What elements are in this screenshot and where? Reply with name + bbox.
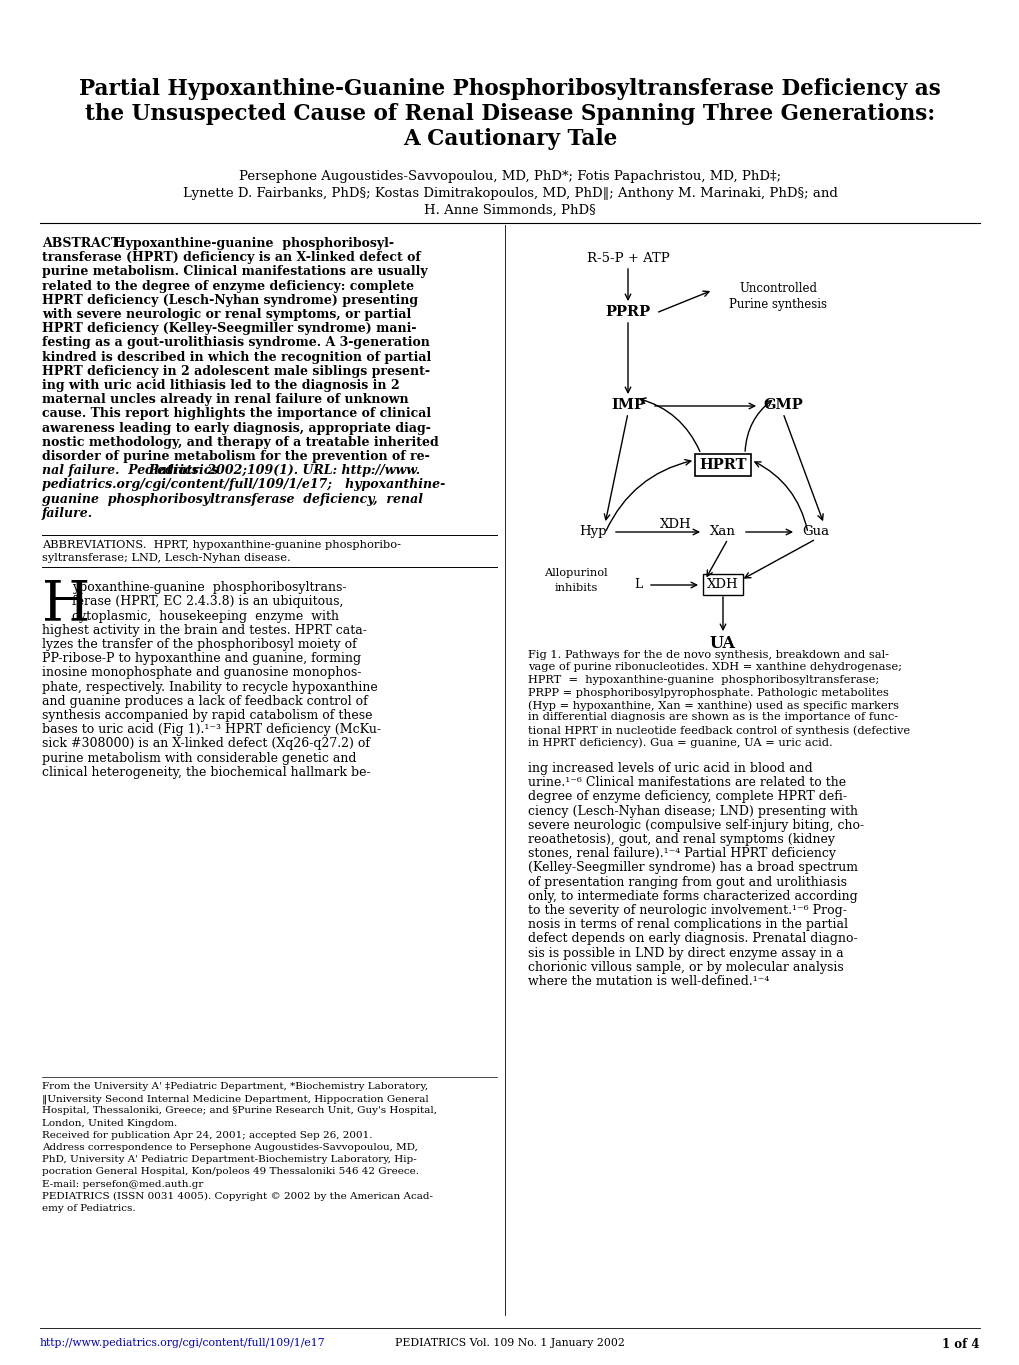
Text: Xan: Xan bbox=[709, 526, 736, 538]
Text: (Kelley-Seegmiller syndrome) has a broad spectrum: (Kelley-Seegmiller syndrome) has a broad… bbox=[528, 861, 857, 875]
Text: Hospital, Thessaloniki, Greece; and §Purine Research Unit, Guy's Hospital,: Hospital, Thessaloniki, Greece; and §Pur… bbox=[42, 1107, 436, 1115]
Text: H: H bbox=[42, 577, 91, 632]
Text: and guanine produces a lack of feedback control of: and guanine produces a lack of feedback … bbox=[42, 695, 368, 708]
Text: Fig 1. Pathways for the de novo synthesis, breakdown and sal-: Fig 1. Pathways for the de novo synthesi… bbox=[528, 650, 889, 661]
Text: ABSTRACT.: ABSTRACT. bbox=[42, 238, 122, 250]
Text: pediatrics.org/cgi/content/full/109/1/e17;   hypoxanthine-: pediatrics.org/cgi/content/full/109/1/e1… bbox=[42, 478, 445, 491]
Text: tional HPRT in nucleotide feedback control of synthesis (defective: tional HPRT in nucleotide feedback contr… bbox=[528, 725, 909, 736]
Text: H. Anne Simmonds, PhD§: H. Anne Simmonds, PhD§ bbox=[424, 203, 595, 217]
Text: ypoxanthine-guanine  phosphoribosyltrans-: ypoxanthine-guanine phosphoribosyltrans- bbox=[72, 581, 346, 594]
Text: emy of Pediatrics.: emy of Pediatrics. bbox=[42, 1204, 136, 1213]
Text: GMP: GMP bbox=[762, 399, 802, 412]
Text: (Hyp = hypoxanthine, Xan = xanthine) used as specific markers: (Hyp = hypoxanthine, Xan = xanthine) use… bbox=[528, 700, 898, 711]
Text: Hypoxanthine-guanine  phosphoribosyl-: Hypoxanthine-guanine phosphoribosyl- bbox=[105, 238, 393, 250]
Text: PEDIATRICS (ISSN 0031 4005). Copyright © 2002 by the American Acad-: PEDIATRICS (ISSN 0031 4005). Copyright ©… bbox=[42, 1192, 433, 1201]
Text: in HPRT deficiency). Gua = guanine, UA = uric acid.: in HPRT deficiency). Gua = guanine, UA =… bbox=[528, 737, 832, 748]
Text: disorder of purine metabolism for the prevention of re-: disorder of purine metabolism for the pr… bbox=[42, 450, 429, 463]
Text: ing increased levels of uric acid in blood and: ing increased levels of uric acid in blo… bbox=[528, 762, 812, 775]
Text: of presentation ranging from gout and urolithiasis: of presentation ranging from gout and ur… bbox=[528, 875, 846, 889]
Text: phate, respectively. Inability to recycle hypoxanthine: phate, respectively. Inability to recycl… bbox=[42, 681, 377, 693]
Text: UA: UA bbox=[709, 635, 736, 652]
Text: ciency (Lesch-Nyhan disease; LND) presenting with: ciency (Lesch-Nyhan disease; LND) presen… bbox=[528, 804, 857, 818]
Text: IMP: IMP bbox=[610, 399, 644, 412]
Text: XDH: XDH bbox=[659, 517, 691, 531]
Text: kindred is described in which the recognition of partial: kindred is described in which the recogn… bbox=[42, 351, 431, 363]
Text: A Cautionary Tale: A Cautionary Tale bbox=[403, 128, 616, 150]
Text: purine metabolism. Clinical manifestations are usually: purine metabolism. Clinical manifestatio… bbox=[42, 265, 427, 278]
Text: transferase (HPRT) deficiency is an X-linked defect of: transferase (HPRT) deficiency is an X-li… bbox=[42, 251, 421, 265]
Text: Allopurinol: Allopurinol bbox=[544, 568, 607, 577]
Text: vage of purine ribonucleotides. XDH = xanthine dehydrogenase;: vage of purine ribonucleotides. XDH = xa… bbox=[528, 662, 901, 673]
Text: to the severity of neurologic involvement.¹⁻⁶ Prog-: to the severity of neurologic involvemen… bbox=[528, 904, 846, 917]
Text: synthesis accompanied by rapid catabolism of these: synthesis accompanied by rapid catabolis… bbox=[42, 708, 372, 722]
Text: Uncontrolled: Uncontrolled bbox=[739, 283, 816, 295]
Text: PPRP: PPRP bbox=[605, 304, 650, 319]
Text: nal failure.  Pediatrics  2002;109(1). URL: http://www.: nal failure. Pediatrics 2002;109(1). URL… bbox=[42, 464, 420, 478]
Text: syltransferase; LND, Lesch-Nyhan disease.: syltransferase; LND, Lesch-Nyhan disease… bbox=[42, 553, 290, 564]
Text: nosis in terms of renal complications in the partial: nosis in terms of renal complications in… bbox=[528, 919, 847, 931]
Text: http://www.pediatrics.org/cgi/content/full/109/1/e17: http://www.pediatrics.org/cgi/content/fu… bbox=[40, 1338, 325, 1349]
Text: Hyp: Hyp bbox=[579, 526, 606, 538]
Text: HPRT deficiency (Kelley-Seegmiller syndrome) mani-: HPRT deficiency (Kelley-Seegmiller syndr… bbox=[42, 322, 416, 336]
Text: lyzes the transfer of the phosphoribosyl moiety of: lyzes the transfer of the phosphoribosyl… bbox=[42, 637, 357, 651]
Text: cytoplasmic,  housekeeping  enzyme  with: cytoplasmic, housekeeping enzyme with bbox=[72, 610, 338, 622]
Text: bases to uric acid (Fig 1).¹⁻³ HPRT deficiency (McKu-: bases to uric acid (Fig 1).¹⁻³ HPRT defi… bbox=[42, 723, 381, 736]
Text: ing with uric acid lithiasis led to the diagnosis in 2: ing with uric acid lithiasis led to the … bbox=[42, 379, 399, 392]
Text: awareness leading to early diagnosis, appropriate diag-: awareness leading to early diagnosis, ap… bbox=[42, 422, 430, 434]
Text: HPRT  =  hypoxanthine-guanine  phosphoribosyltransferase;: HPRT = hypoxanthine-guanine phosphoribos… bbox=[528, 676, 878, 685]
Text: inhibits: inhibits bbox=[553, 583, 597, 592]
Text: Gua: Gua bbox=[802, 526, 828, 538]
Text: E-mail: persefon@med.auth.gr: E-mail: persefon@med.auth.gr bbox=[42, 1179, 203, 1189]
Text: Received for publication Apr 24, 2001; accepted Sep 26, 2001.: Received for publication Apr 24, 2001; a… bbox=[42, 1130, 372, 1140]
Text: degree of enzyme deficiency, complete HPRT defi-: degree of enzyme deficiency, complete HP… bbox=[528, 790, 846, 804]
Text: severe neurologic (compulsive self-injury biting, cho-: severe neurologic (compulsive self-injur… bbox=[528, 819, 863, 831]
Text: PEDIATRICS Vol. 109 No. 1 January 2002: PEDIATRICS Vol. 109 No. 1 January 2002 bbox=[394, 1338, 625, 1349]
Text: where the mutation is well-defined.¹⁻⁴: where the mutation is well-defined.¹⁻⁴ bbox=[528, 975, 768, 988]
Text: in differential diagnosis are shown as is the importance of func-: in differential diagnosis are shown as i… bbox=[528, 713, 898, 722]
Text: PhD, University A' Pediatric Department-Biochemistry Laboratory, Hip-: PhD, University A' Pediatric Department-… bbox=[42, 1155, 417, 1164]
Text: Purine synthesis: Purine synthesis bbox=[729, 298, 826, 311]
Text: Lynette D. Fairbanks, PhD§; Kostas Dimitrakopoulos, MD, PhD‖; Anthony M. Marinak: Lynette D. Fairbanks, PhD§; Kostas Dimit… bbox=[182, 187, 837, 201]
Text: cause. This report highlights the importance of clinical: cause. This report highlights the import… bbox=[42, 407, 431, 420]
Text: HPRT: HPRT bbox=[699, 459, 746, 472]
Text: XDH: XDH bbox=[706, 577, 738, 591]
Text: 1 of 4: 1 of 4 bbox=[942, 1338, 979, 1351]
Text: the Unsuspected Cause of Renal Disease Spanning Three Generations:: the Unsuspected Cause of Renal Disease S… bbox=[85, 102, 934, 126]
Text: inosine monophosphate and guanosine monophos-: inosine monophosphate and guanosine mono… bbox=[42, 666, 361, 680]
Text: with severe neurologic or renal symptoms, or partial: with severe neurologic or renal symptoms… bbox=[42, 308, 411, 321]
Text: maternal uncles already in renal failure of unknown: maternal uncles already in renal failure… bbox=[42, 393, 409, 407]
Text: ‖University Second Internal Medicine Department, Hippocration General: ‖University Second Internal Medicine Dep… bbox=[42, 1095, 428, 1104]
Text: defect depends on early diagnosis. Prenatal diagno-: defect depends on early diagnosis. Prena… bbox=[528, 932, 857, 946]
Text: Address correspondence to Persephone Augoustides-Savvopoulou, MD,: Address correspondence to Persephone Aug… bbox=[42, 1143, 418, 1152]
Text: festing as a gout-urolithiasis syndrome. A 3-generation: festing as a gout-urolithiasis syndrome.… bbox=[42, 336, 429, 349]
Text: Persephone Augoustides-Savvopoulou, MD, PhD*; Fotis Papachristou, MD, PhD‡;: Persephone Augoustides-Savvopoulou, MD, … bbox=[238, 171, 781, 183]
Text: PRPP = phosphoribosylpyrophosphate. Pathologic metabolites: PRPP = phosphoribosylpyrophosphate. Path… bbox=[528, 688, 888, 698]
Text: only, to intermediate forms characterized according: only, to intermediate forms characterize… bbox=[528, 890, 857, 902]
Text: nostic methodology, and therapy of a treatable inherited: nostic methodology, and therapy of a tre… bbox=[42, 435, 438, 449]
Text: R-5-P + ATP: R-5-P + ATP bbox=[586, 253, 668, 265]
Text: HPRT deficiency (Lesch-Nyhan syndrome) presenting: HPRT deficiency (Lesch-Nyhan syndrome) p… bbox=[42, 293, 418, 307]
Text: From the University A' ‡Pediatric Department, *Biochemistry Laboratory,: From the University A' ‡Pediatric Depart… bbox=[42, 1082, 428, 1091]
Text: chorionic villous sample, or by molecular analysis: chorionic villous sample, or by molecula… bbox=[528, 961, 843, 973]
Text: reoathetosis), gout, and renal symptoms (kidney: reoathetosis), gout, and renal symptoms … bbox=[528, 833, 835, 846]
Text: failure.: failure. bbox=[42, 506, 93, 520]
Text: ferase (HPRT, EC 2.4.3.8) is an ubiquitous,: ferase (HPRT, EC 2.4.3.8) is an ubiquito… bbox=[72, 595, 343, 609]
Text: clinical heterogeneity, the biochemical hallmark be-: clinical heterogeneity, the biochemical … bbox=[42, 766, 370, 779]
Text: Pediatrics: Pediatrics bbox=[148, 464, 218, 478]
Text: urine.¹⁻⁶ Clinical manifestations are related to the: urine.¹⁻⁶ Clinical manifestations are re… bbox=[528, 777, 846, 789]
Text: HPRT deficiency in 2 adolescent male siblings present-: HPRT deficiency in 2 adolescent male sib… bbox=[42, 364, 430, 378]
Text: highest activity in the brain and testes. HPRT cata-: highest activity in the brain and testes… bbox=[42, 624, 367, 637]
Text: purine metabolism with considerable genetic and: purine metabolism with considerable gene… bbox=[42, 752, 357, 764]
Text: ABBREVIATIONS.  HPRT, hypoxanthine-guanine phosphoribo-: ABBREVIATIONS. HPRT, hypoxanthine-guanin… bbox=[42, 541, 400, 550]
Text: related to the degree of enzyme deficiency: complete: related to the degree of enzyme deficien… bbox=[42, 280, 414, 292]
Text: L: L bbox=[633, 577, 642, 591]
Text: sis is possible in LND by direct enzyme assay in a: sis is possible in LND by direct enzyme … bbox=[528, 946, 843, 960]
Text: sick #308000) is an X-linked defect (Xq26-q27.2) of: sick #308000) is an X-linked defect (Xq2… bbox=[42, 737, 370, 751]
Text: guanine  phosphoribosyltransferase  deficiency,  renal: guanine phosphoribosyltransferase defici… bbox=[42, 493, 423, 505]
Text: pocration General Hospital, Kon/poleos 49 Thessaloniki 546 42 Greece.: pocration General Hospital, Kon/poleos 4… bbox=[42, 1167, 419, 1177]
Text: PP-ribose-P to hypoxanthine and guanine, forming: PP-ribose-P to hypoxanthine and guanine,… bbox=[42, 652, 361, 665]
Text: Partial Hypoxanthine-Guanine Phosphoribosyltransferase Deficiency as: Partial Hypoxanthine-Guanine Phosphoribo… bbox=[79, 78, 940, 100]
Text: stones, renal failure).¹⁻⁴ Partial HPRT deficiency: stones, renal failure).¹⁻⁴ Partial HPRT … bbox=[528, 848, 836, 860]
Text: London, United Kingdom.: London, United Kingdom. bbox=[42, 1118, 177, 1127]
